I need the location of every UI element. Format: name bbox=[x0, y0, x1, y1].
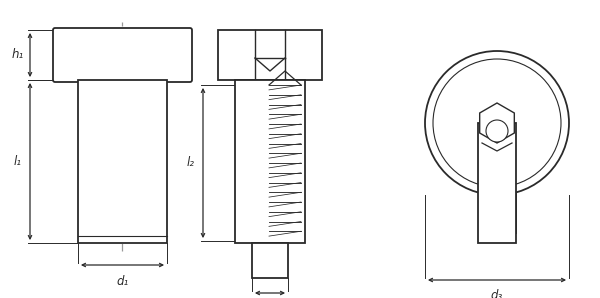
FancyBboxPatch shape bbox=[53, 28, 192, 82]
Circle shape bbox=[425, 51, 569, 195]
Polygon shape bbox=[78, 80, 167, 243]
Text: h₁: h₁ bbox=[12, 49, 24, 61]
Text: d₁: d₁ bbox=[116, 275, 128, 288]
Circle shape bbox=[486, 120, 508, 142]
Polygon shape bbox=[235, 80, 305, 243]
Text: A/F: A/F bbox=[488, 203, 506, 216]
Polygon shape bbox=[479, 103, 514, 143]
Polygon shape bbox=[218, 30, 322, 80]
Circle shape bbox=[433, 59, 561, 187]
Polygon shape bbox=[252, 243, 288, 278]
Text: l₂: l₂ bbox=[187, 156, 195, 170]
Text: d₃: d₃ bbox=[491, 289, 503, 298]
Text: l₁: l₁ bbox=[14, 155, 22, 168]
Polygon shape bbox=[478, 123, 516, 243]
